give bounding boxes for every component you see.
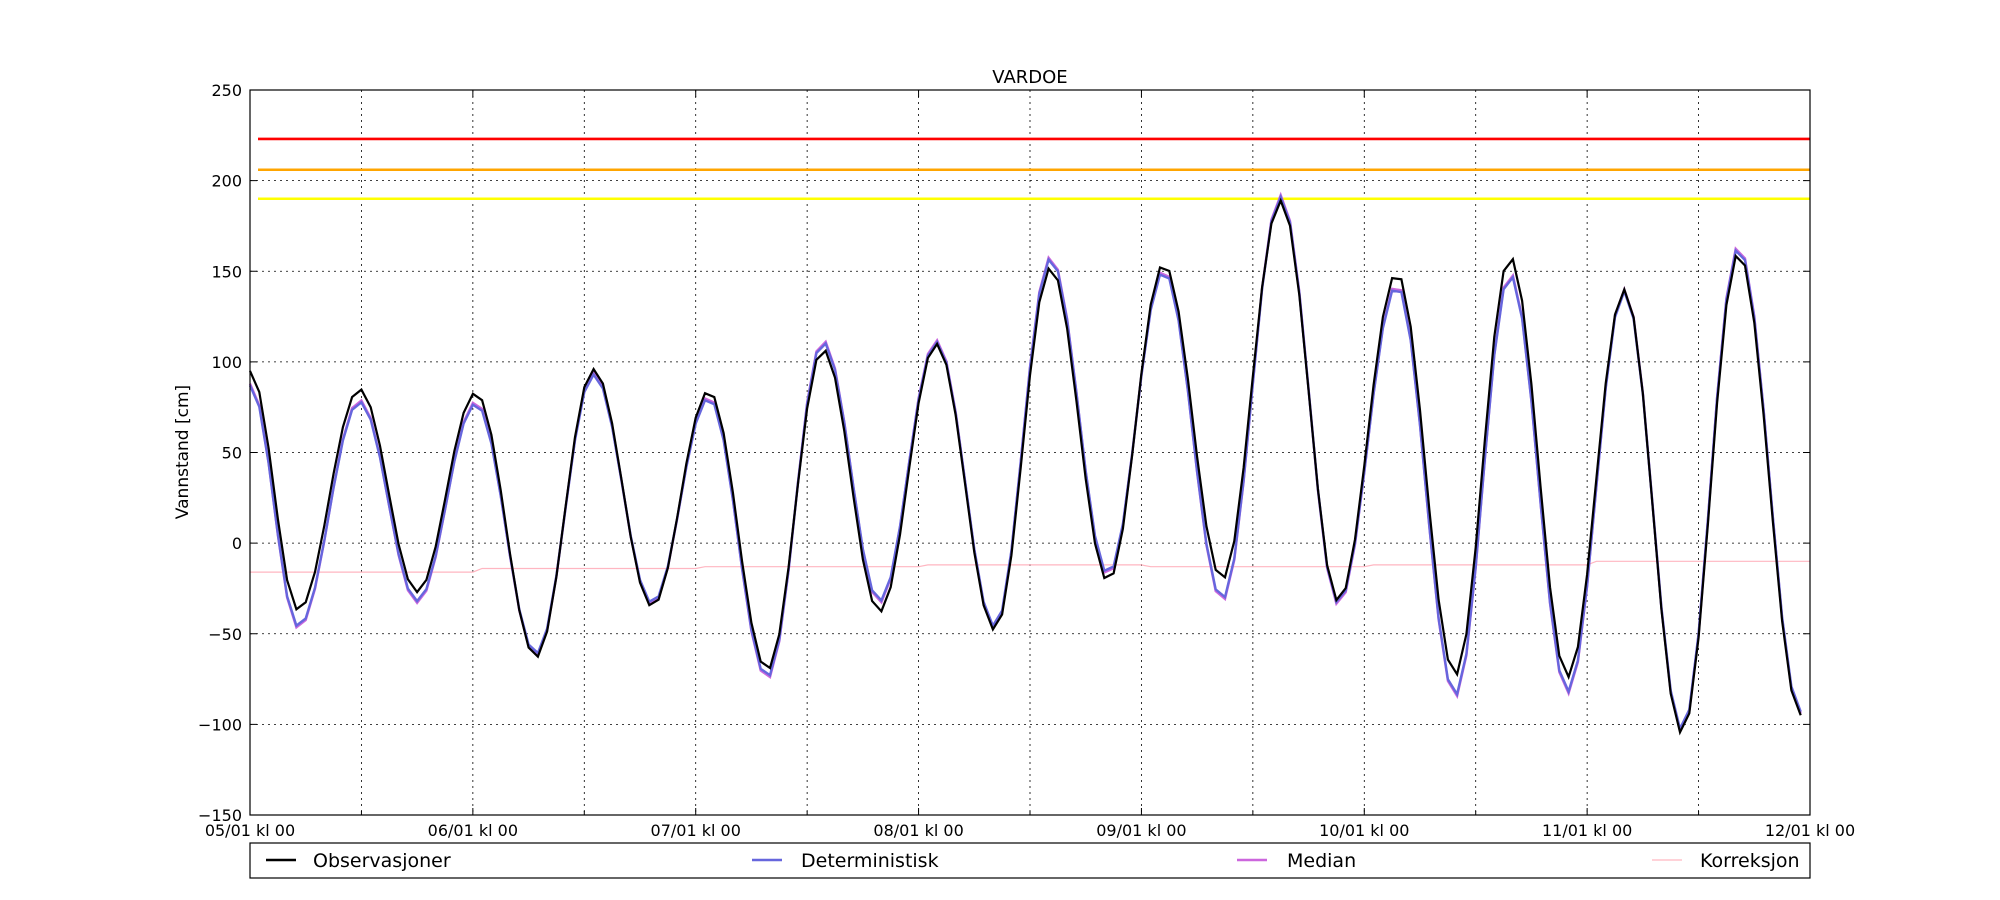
x-tick-label: 10/01 kl 00	[1319, 821, 1409, 840]
y-tick-label: −150	[198, 806, 242, 825]
x-tick-label: 07/01 kl 00	[651, 821, 741, 840]
x-tick-label: 08/01 kl 00	[873, 821, 963, 840]
x-tick-label: 12/01 kl 00	[1765, 821, 1855, 840]
legend-entry-label: Observasjoner	[313, 850, 451, 872]
x-tick-label: 05/01 kl 00	[205, 821, 295, 840]
y-tick-label: −100	[198, 715, 242, 734]
series-line-observasjoner	[248, 197, 1802, 736]
threshold-lines	[258, 137, 1810, 201]
y-tick-label: 50	[222, 444, 242, 463]
legend-entry-label: Median	[1287, 850, 1356, 872]
y-tick-label: 250	[211, 81, 242, 100]
y-axis-label: Vannstand [cm]	[173, 385, 193, 519]
y-tick-label: 100	[211, 353, 242, 372]
chart-title: VARDOE	[992, 67, 1067, 88]
series-line-korreksjon	[250, 560, 1810, 573]
x-tick-label: 09/01 kl 00	[1096, 821, 1186, 840]
y-tick-label: 200	[211, 172, 242, 191]
series-lines	[248, 191, 1810, 736]
x-tick-label: 11/01 kl 00	[1542, 821, 1632, 840]
axis-ticks: −150 −100 −50 0 50 100 150 200 250 05/01 kl 00 06/…	[198, 81, 1855, 840]
y-tick-label: −50	[208, 625, 242, 644]
legend: Observasjoner Deterministisk Median Korreks…	[249, 842, 1811, 879]
legend-entry-label: Deterministisk	[801, 850, 939, 872]
x-tick-label: 06/01 kl 00	[428, 821, 518, 840]
y-tick-label: 150	[211, 262, 242, 281]
legend-entry-label: Korreksjon	[1700, 850, 1800, 872]
legend-box	[249, 842, 1811, 879]
y-tick-label: 0	[232, 534, 242, 553]
